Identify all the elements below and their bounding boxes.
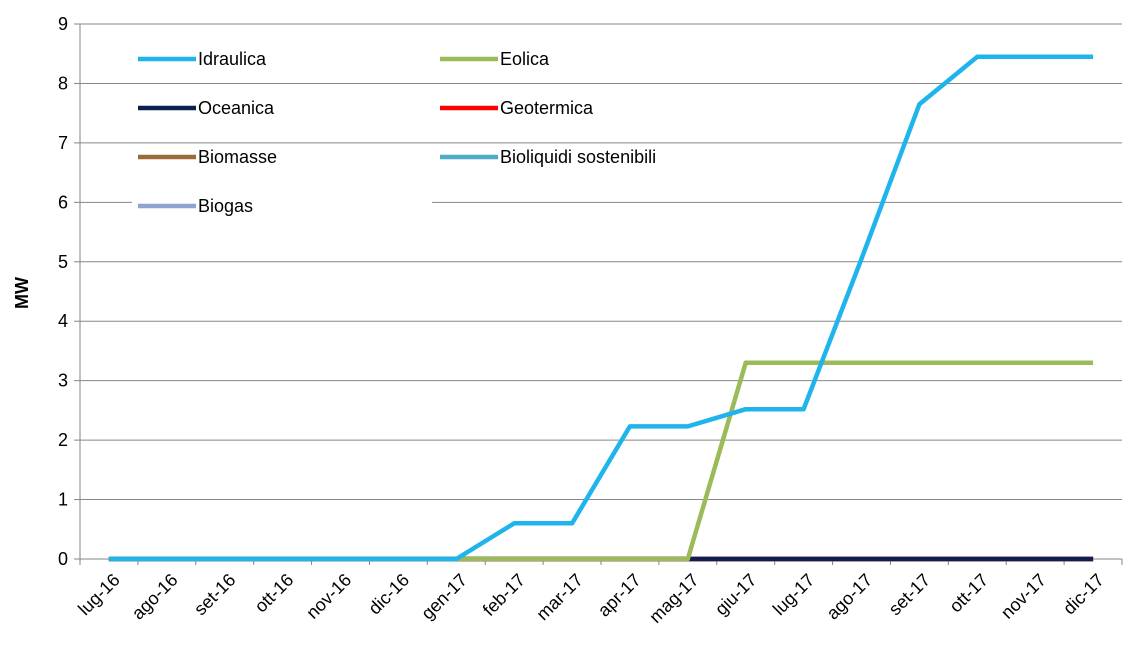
x-tick-label-set-17: set-17 bbox=[885, 570, 935, 620]
x-tick-label-gen-17: gen-17 bbox=[417, 570, 471, 624]
legend-label-idraulica: Idraulica bbox=[198, 49, 267, 69]
x-tick-label-nov-17: nov-17 bbox=[997, 570, 1050, 623]
legend: Idraulica Eolica Oceanica Geotermica Biomass… bbox=[132, 47, 734, 218]
y-tick-label-8: 8 bbox=[58, 73, 68, 93]
x-tick-label-dic-16: dic-16 bbox=[364, 570, 413, 619]
x-tick-label-nov-16: nov-16 bbox=[302, 570, 355, 623]
x-tick-label-ago-17: ago-17 bbox=[823, 570, 877, 624]
y-tick-label-1: 1 bbox=[58, 490, 68, 510]
series-lines bbox=[108, 54, 1094, 562]
y-tick-label-4: 4 bbox=[58, 311, 68, 331]
y-tick-label-7: 7 bbox=[58, 133, 68, 153]
x-tick-label-giu-17: giu-17 bbox=[711, 570, 761, 620]
x-tick-label-apr-17: apr-17 bbox=[594, 570, 645, 621]
legend-label-biomasse: Biomasse bbox=[198, 147, 277, 167]
x-tick-label-ott-17: ott-17 bbox=[945, 570, 992, 617]
y-tick-label-0: 0 bbox=[58, 549, 68, 569]
legend-label-geotermica: Geotermica bbox=[500, 98, 594, 118]
y-tick-label-5: 5 bbox=[58, 252, 68, 272]
x-tick-label-set-16: set-16 bbox=[190, 570, 240, 620]
x-tick-label-mar-17: mar-17 bbox=[532, 570, 586, 624]
y-axis-ticks: 0 1 2 3 4 5 6 7 8 9 bbox=[58, 14, 80, 569]
x-tick-label-mag-17: mag-17 bbox=[645, 570, 702, 627]
x-tick-label-dic-17: dic-17 bbox=[1059, 570, 1108, 619]
legend-label-oceanica: Oceanica bbox=[198, 98, 275, 118]
x-tick-label-lug-17: lug-17 bbox=[769, 570, 819, 620]
y-tick-label-3: 3 bbox=[58, 371, 68, 391]
series-line-eolica bbox=[108, 360, 1094, 562]
y-axis-label: MW bbox=[12, 277, 32, 309]
x-tick-label-ott-16: ott-16 bbox=[251, 570, 298, 617]
x-tick-label-feb-17: feb-17 bbox=[479, 570, 529, 620]
y-tick-label-6: 6 bbox=[58, 192, 68, 212]
gridlines bbox=[80, 23, 1122, 501]
legend-label-eolica: Eolica bbox=[500, 49, 550, 69]
x-tick-label-ago-16: ago-16 bbox=[128, 570, 182, 624]
legend-label-biogas: Biogas bbox=[198, 196, 253, 216]
y-tick-label-2: 2 bbox=[58, 430, 68, 450]
x-tick-label-lug-16: lug-16 bbox=[74, 570, 124, 620]
y-tick-label-9: 9 bbox=[58, 14, 68, 34]
legend-label-bioliquidi-sostenibili: Bioliquidi sostenibili bbox=[500, 147, 656, 167]
x-axis-ticks: lug-16 ago-16 set-16 ott-16 nov-16 dic-16 gen-… bbox=[74, 559, 1123, 627]
series-line-idraulica bbox=[108, 54, 1094, 562]
